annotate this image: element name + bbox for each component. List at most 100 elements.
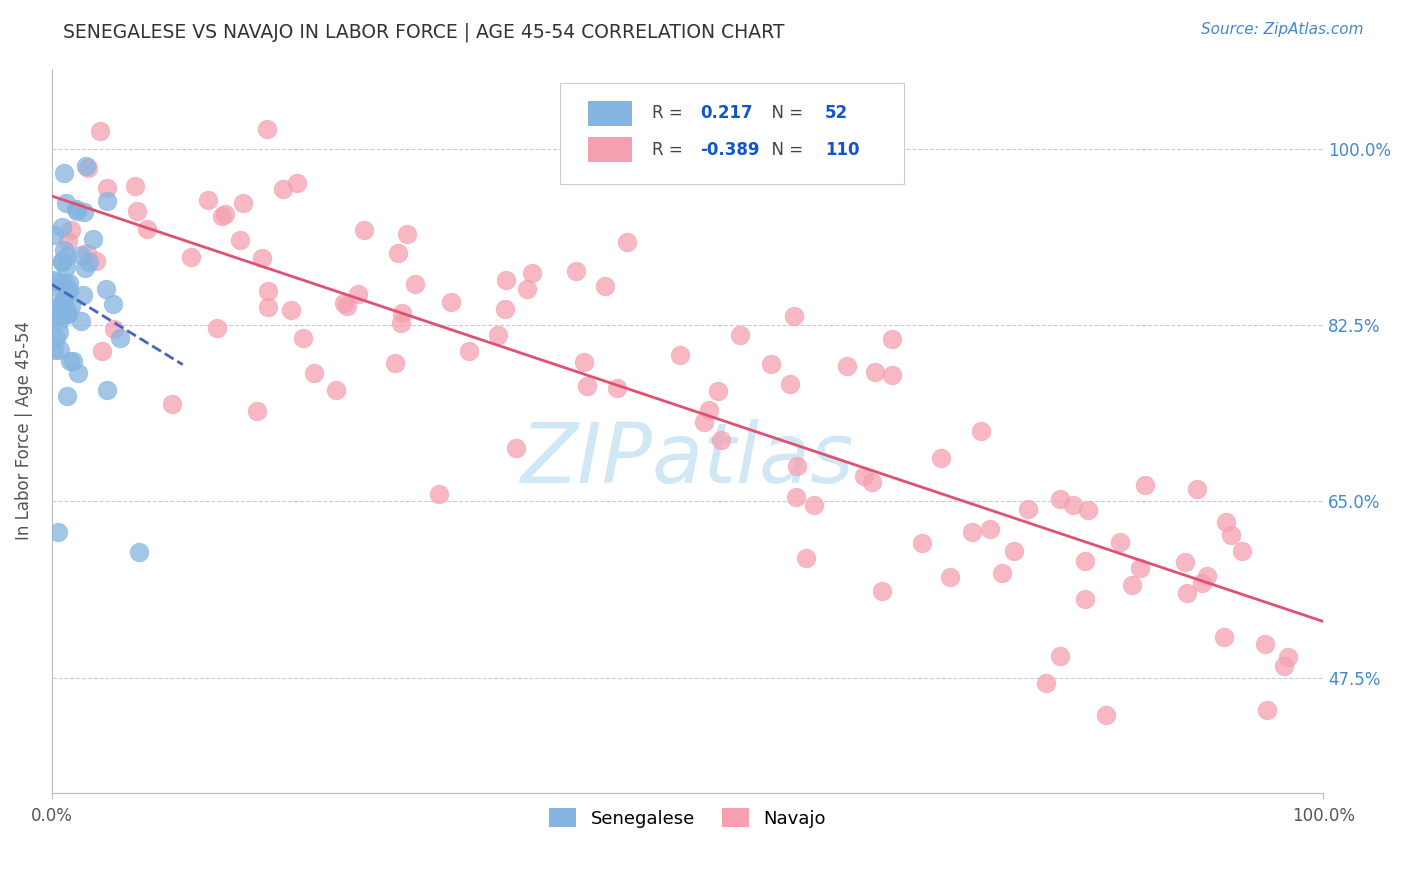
Point — [46, 299, 69, 313]
Point — [76, 161, 98, 176]
Text: N =: N = — [761, 141, 808, 159]
Point — [574, 355, 596, 369]
Point — [979, 522, 1001, 536]
Point — [960, 525, 983, 540]
Point — [51, 301, 73, 316]
Point — [70, 314, 93, 328]
Text: R =: R = — [652, 141, 688, 159]
Point — [697, 402, 720, 417]
Point — [77, 255, 100, 269]
Point — [46, 310, 69, 324]
Point — [1174, 555, 1197, 569]
Point — [1213, 630, 1236, 644]
Point — [1185, 482, 1208, 496]
Point — [710, 433, 733, 447]
Point — [229, 233, 252, 247]
Point — [860, 475, 883, 490]
Point — [785, 490, 807, 504]
Point — [271, 182, 294, 196]
FancyBboxPatch shape — [561, 83, 904, 185]
Point — [1232, 544, 1254, 558]
Point — [257, 301, 280, 315]
Point — [505, 441, 527, 455]
Point — [302, 366, 325, 380]
Point — [325, 384, 347, 398]
Point — [440, 294, 463, 309]
Text: Source: ZipAtlas.com: Source: ZipAtlas.com — [1201, 22, 1364, 37]
Point — [66, 203, 89, 218]
Point — [1095, 708, 1118, 723]
Point — [1002, 543, 1025, 558]
Point — [91, 343, 114, 358]
Point — [48, 300, 70, 314]
Point — [1049, 648, 1071, 663]
Point — [280, 302, 302, 317]
Point — [794, 550, 817, 565]
Point — [1035, 676, 1057, 690]
Point — [256, 122, 278, 136]
Point — [55, 388, 77, 402]
Point — [56, 307, 79, 321]
Point — [246, 404, 269, 418]
Point — [1073, 591, 1095, 606]
Point — [335, 299, 357, 313]
Point — [65, 202, 87, 217]
Point — [160, 397, 183, 411]
Point — [759, 357, 782, 371]
Point — [1277, 650, 1299, 665]
Point — [880, 332, 903, 346]
Point — [1077, 503, 1099, 517]
Point — [48, 325, 70, 339]
Text: 52: 52 — [825, 104, 848, 122]
Point — [75, 261, 97, 276]
Point — [576, 379, 599, 393]
Point — [606, 381, 628, 395]
Point — [53, 166, 76, 180]
Point — [110, 331, 132, 345]
Point — [1062, 498, 1084, 512]
Point — [96, 194, 118, 209]
Point — [522, 266, 544, 280]
Point — [1191, 576, 1213, 591]
Point — [256, 284, 278, 298]
Point — [56, 284, 79, 298]
Point — [291, 331, 314, 345]
Point — [214, 207, 236, 221]
Point — [616, 235, 638, 249]
Point — [84, 254, 107, 268]
Point — [970, 424, 993, 438]
Point — [872, 583, 894, 598]
Point — [124, 178, 146, 193]
Point — [1049, 491, 1071, 506]
Point — [1254, 637, 1277, 651]
FancyBboxPatch shape — [588, 101, 631, 126]
Point — [803, 498, 825, 512]
Point — [76, 246, 98, 260]
Point — [494, 301, 516, 316]
Point — [391, 306, 413, 320]
Point — [51, 219, 73, 234]
Point — [44, 227, 66, 242]
Point — [96, 383, 118, 397]
Point — [59, 354, 82, 368]
Point — [103, 321, 125, 335]
Point — [429, 487, 451, 501]
Point — [52, 292, 75, 306]
Legend: Senegalese, Navajo: Senegalese, Navajo — [541, 801, 834, 835]
Text: -0.389: -0.389 — [700, 141, 759, 159]
Text: 110: 110 — [825, 141, 859, 159]
Point — [457, 343, 479, 358]
Point — [1109, 534, 1132, 549]
Point — [863, 365, 886, 379]
Point — [56, 249, 79, 263]
Point — [60, 223, 83, 237]
Point — [55, 260, 77, 274]
FancyBboxPatch shape — [588, 137, 631, 162]
Point — [62, 354, 84, 368]
Point — [1074, 554, 1097, 568]
Point — [55, 196, 77, 211]
Point — [1220, 527, 1243, 541]
Point — [404, 277, 426, 292]
Point — [45, 330, 67, 344]
Point — [990, 566, 1012, 581]
